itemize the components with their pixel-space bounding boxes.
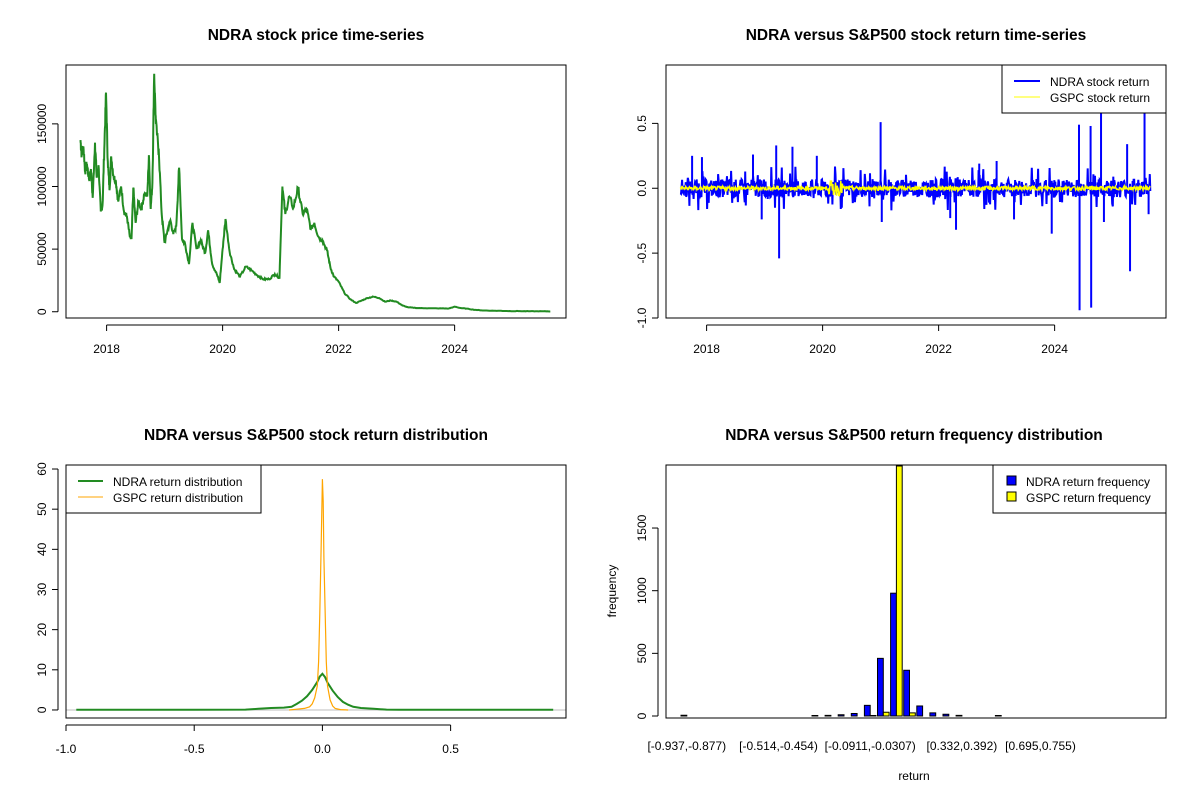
- returns-y-tick-label: -1.0: [635, 307, 649, 328]
- returns-legend-box: [1001, 64, 1167, 114]
- price-y-tick-label: 0: [35, 308, 49, 315]
- legend-label-ndra-density: NDRA return distribution: [113, 475, 242, 489]
- price-chart-panel: NDRA stock price time-series 0 50000 10000…: [35, 27, 567, 356]
- gspc-density-line: [289, 479, 349, 711]
- histogram-legend-box: [992, 464, 1167, 514]
- density-chart-panel: NDRA versus S&P500 stock return distribu…: [35, 427, 567, 756]
- density-x-tick-label: -0.5: [184, 742, 205, 756]
- ndra-frequency-bar: [811, 714, 819, 717]
- legend-swatch-ndra-frequency: [1006, 475, 1017, 486]
- returns-chart-title: NDRA versus S&P500 stock return time-ser…: [746, 27, 1087, 44]
- histogram-y-tick-label: 500: [635, 643, 649, 663]
- density-x-tick-label: 0.5: [442, 742, 459, 756]
- gspc-frequency-bar: [882, 711, 890, 717]
- density-plot-area: 0 10 20 30 40 50 60 -1.0 -0.5 0.0 0.5: [35, 462, 566, 756]
- price-plot-frame: [65, 64, 567, 319]
- price-x-tick-label: 2022: [325, 342, 352, 356]
- returns-x-tick-label: 2022: [925, 342, 952, 356]
- density-y-tick-label: 40: [35, 542, 49, 556]
- histogram-plot-area: 0 500 1000 1500 [-0.937,-0.877) [-0.514,-0.45…: [635, 465, 1076, 753]
- returns-plot-area: -1.0 -0.5 0.0 0.5 2018 2020 2022 2024: [635, 107, 1152, 356]
- histogram-chart-title: NDRA versus S&P500 return frequency dist…: [725, 427, 1103, 444]
- price-x-tick-label: 2024: [441, 342, 468, 356]
- returns-chart-panel: NDRA versus S&P500 stock return time-ser…: [635, 27, 1167, 356]
- returns-x-tick-label: 2024: [1041, 342, 1068, 356]
- ndra-frequency-bar: [903, 669, 911, 717]
- legend-label-gspc-frequency: GSPC return frequency: [1026, 491, 1151, 505]
- histogram-x-tick-label: [0.332,0.392): [927, 739, 998, 753]
- gspc-frequency-bar: [895, 465, 903, 717]
- returns-x-tick-label: 2020: [809, 342, 836, 356]
- ndra-frequency-bar: [942, 713, 950, 717]
- histogram-y-tick-label: 1000: [635, 577, 649, 604]
- histogram-legend: NDRA return frequency GSPC return freque…: [992, 464, 1167, 514]
- histogram-x-tick-label: [-0.514,-0.454): [739, 739, 818, 753]
- ndra-frequency-bar: [877, 657, 884, 717]
- density-plot-frame: [65, 464, 567, 719]
- ndra-frequency-bar: [916, 705, 924, 717]
- ndra-frequency-bar: [680, 714, 688, 717]
- returns-y-tick-label: 0.5: [635, 115, 649, 132]
- histogram-x-tick-label: [-0.937,-0.877): [647, 739, 726, 753]
- histogram-y-tick-label: 0: [635, 712, 649, 719]
- ndra-frequency-bar: [994, 714, 1002, 717]
- ndra-frequency-bar: [929, 712, 937, 717]
- ndra-density-line: [76, 672, 554, 711]
- density-y-tick-label: 20: [35, 623, 49, 637]
- returns-x-tick-label: 2018: [693, 342, 720, 356]
- price-y-tick-label: 100000: [35, 166, 49, 206]
- price-x-tick-label: 2018: [93, 342, 120, 356]
- density-y-tick-label: 10: [35, 663, 49, 677]
- ndra-frequency-bar: [890, 592, 897, 717]
- density-y-tick-label: 60: [35, 462, 49, 476]
- legend-label-gspc-return: GSPC stock return: [1050, 91, 1150, 105]
- price-series-line: [79, 73, 551, 313]
- density-y-tick-label: 0: [35, 706, 49, 713]
- ndra-frequency-bar: [850, 712, 858, 717]
- ndra-frequency-bar: [863, 704, 871, 717]
- gspc-frequency-bar: [869, 714, 877, 717]
- histogram-plot-frame: [665, 464, 1167, 719]
- gspc-return-series-line: [679, 179, 1151, 197]
- legend-swatch-gspc-frequency: [1006, 491, 1017, 502]
- histogram-y-axis-label: frequency: [605, 565, 619, 618]
- density-y-tick-label: 30: [35, 582, 49, 596]
- histogram-x-axis-label: return: [898, 769, 929, 783]
- price-x-tick-label: 2020: [209, 342, 236, 356]
- legend-label-ndra-return: NDRA stock return: [1050, 75, 1149, 89]
- legend-label-gspc-density: GSPC return distribution: [113, 491, 243, 505]
- returns-legend: NDRA stock return GSPC stock return: [1001, 64, 1167, 114]
- density-x-tick-label: -1.0: [56, 742, 77, 756]
- density-legend-box: [65, 464, 262, 514]
- price-chart-title: NDRA stock price time-series: [208, 27, 425, 44]
- price-y-tick-label: 150000: [35, 104, 49, 144]
- returns-y-tick-label: -0.5: [635, 242, 649, 263]
- price-plot-area: 0 50000 100000 150000 2018 2020 2022 2024: [35, 73, 551, 356]
- price-y-tick-label: 50000: [35, 232, 49, 266]
- density-chart-title: NDRA versus S&P500 stock return distribu…: [144, 427, 488, 444]
- histogram-y-tick-label: 1500: [635, 514, 649, 541]
- ndra-frequency-bar: [955, 714, 963, 717]
- density-x-tick-label: 0.0: [314, 742, 331, 756]
- histogram-chart-panel: NDRA versus S&P500 return frequency dist…: [605, 427, 1167, 783]
- ndra-frequency-bar: [824, 714, 832, 717]
- returns-plot-frame: [665, 64, 1167, 319]
- returns-y-tick-label: 0.0: [635, 180, 649, 197]
- ndra-frequency-bar: [837, 714, 845, 717]
- density-legend: NDRA return distribution GSPC return dis…: [65, 464, 262, 514]
- density-y-tick-label: 50: [35, 502, 49, 516]
- histogram-x-tick-label: [-0.0911,-0.0307): [825, 739, 916, 753]
- histogram-x-tick-label: [0.695,0.755): [1005, 739, 1076, 753]
- gspc-frequency-bar: [909, 712, 916, 717]
- legend-label-ndra-frequency: NDRA return frequency: [1026, 475, 1150, 489]
